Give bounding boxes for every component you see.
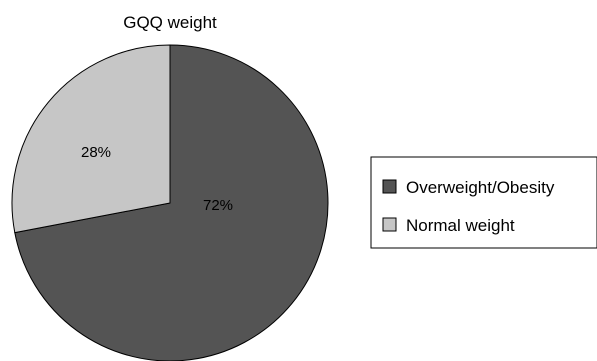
legend-swatch-overweight-obesity: [382, 179, 397, 194]
data-label-normal-weight: 28%: [81, 144, 111, 161]
legend-label-overweight-obesity: Overweight/Obesity: [406, 178, 555, 197]
legend-label-normal-weight: Normal weight: [406, 216, 515, 235]
legend: Overweight/Obesity Normal weight: [370, 156, 597, 249]
chart-title: GQQ weight: [123, 13, 217, 32]
pie-slice-overweight-obesity: [14, 44, 329, 361]
legend-box: [370, 156, 597, 249]
legend-swatch-normal-weight: [382, 217, 397, 232]
pie-slices: [11, 44, 329, 361]
pie-data-labels: 72% 28%: [81, 144, 233, 214]
data-label-overweight-obesity: 72%: [203, 197, 233, 214]
pie-slice-normal-weight: [11, 44, 171, 234]
